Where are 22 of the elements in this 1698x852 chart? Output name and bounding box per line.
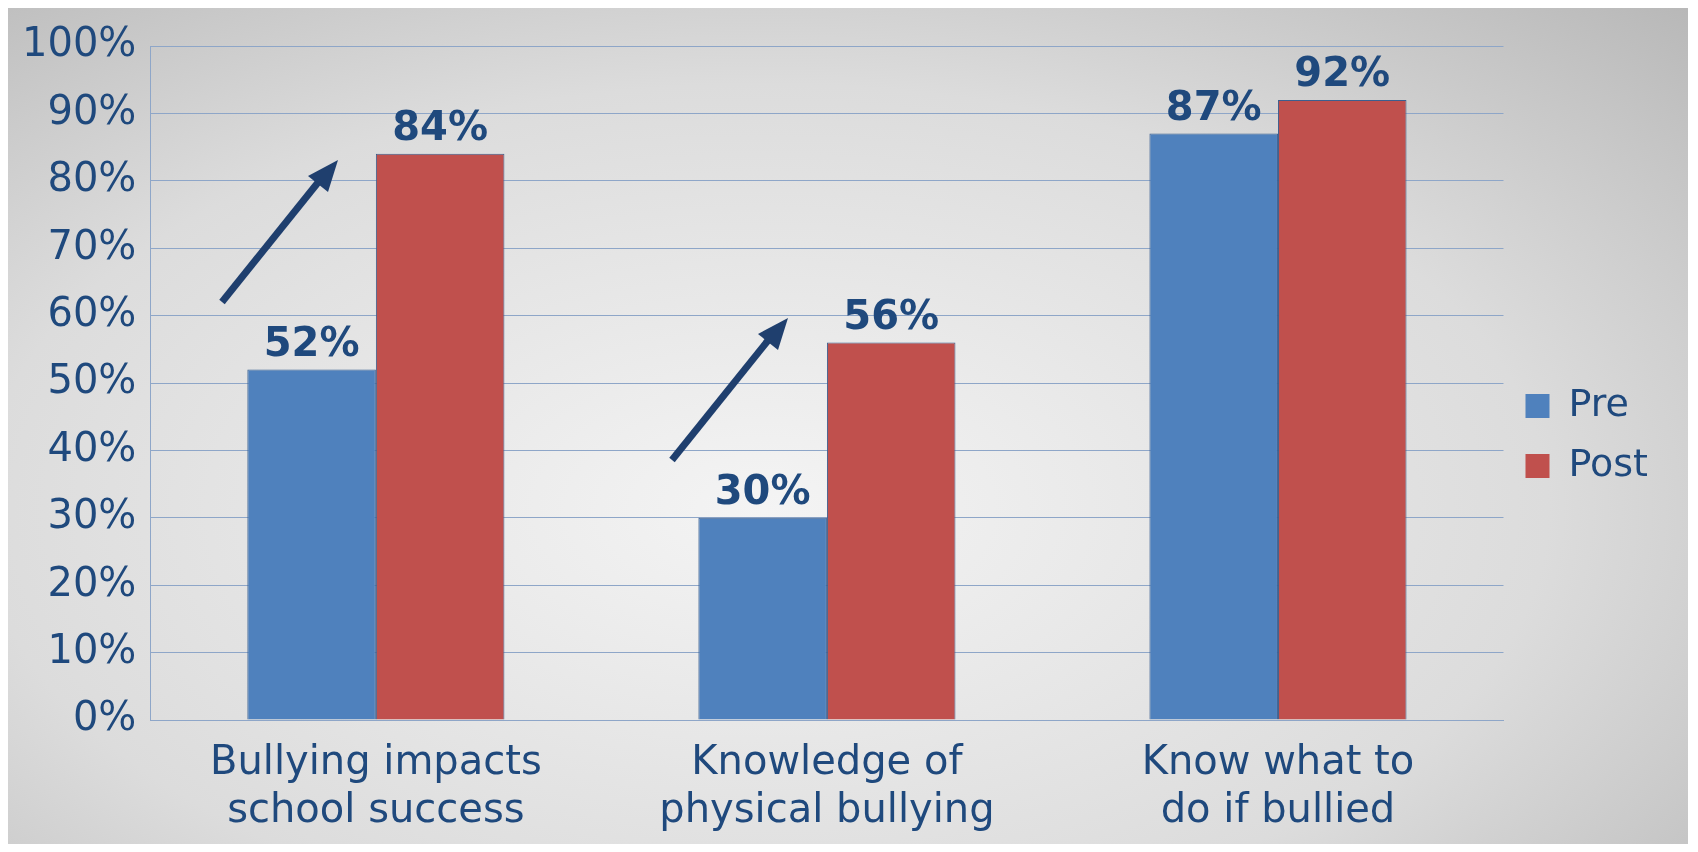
y-tick-label: 80% [47, 154, 137, 201]
y-tick-label: 70% [47, 221, 137, 268]
data-label: 84% [392, 103, 489, 150]
legend-label: Post [1568, 440, 1649, 485]
x-tick-label: Know what to do if bullied [1141, 737, 1415, 832]
y-tick-label: 40% [47, 423, 137, 470]
y-tick-label: 30% [47, 491, 137, 538]
y-tick-label: 10% [47, 625, 137, 672]
data-label: 56% [843, 291, 940, 338]
y-tick-label: 20% [47, 558, 137, 605]
y-tick-label: 60% [47, 288, 137, 335]
data-label: 52% [263, 318, 360, 365]
data-label: 30% [714, 467, 811, 514]
x-tick-label: Bullying impacts school success [210, 737, 542, 832]
y-tick-label: 50% [47, 356, 137, 403]
x-tick-label: Knowledge of physical bullying [659, 737, 995, 832]
data-label: 92% [1294, 49, 1391, 96]
data-label: 87% [1165, 83, 1262, 130]
y-tick-label: 100% [22, 19, 137, 66]
y-tick-label: 90% [47, 86, 137, 133]
y-tick-label: 0% [72, 693, 137, 740]
legend-label: Pre [1568, 380, 1629, 425]
